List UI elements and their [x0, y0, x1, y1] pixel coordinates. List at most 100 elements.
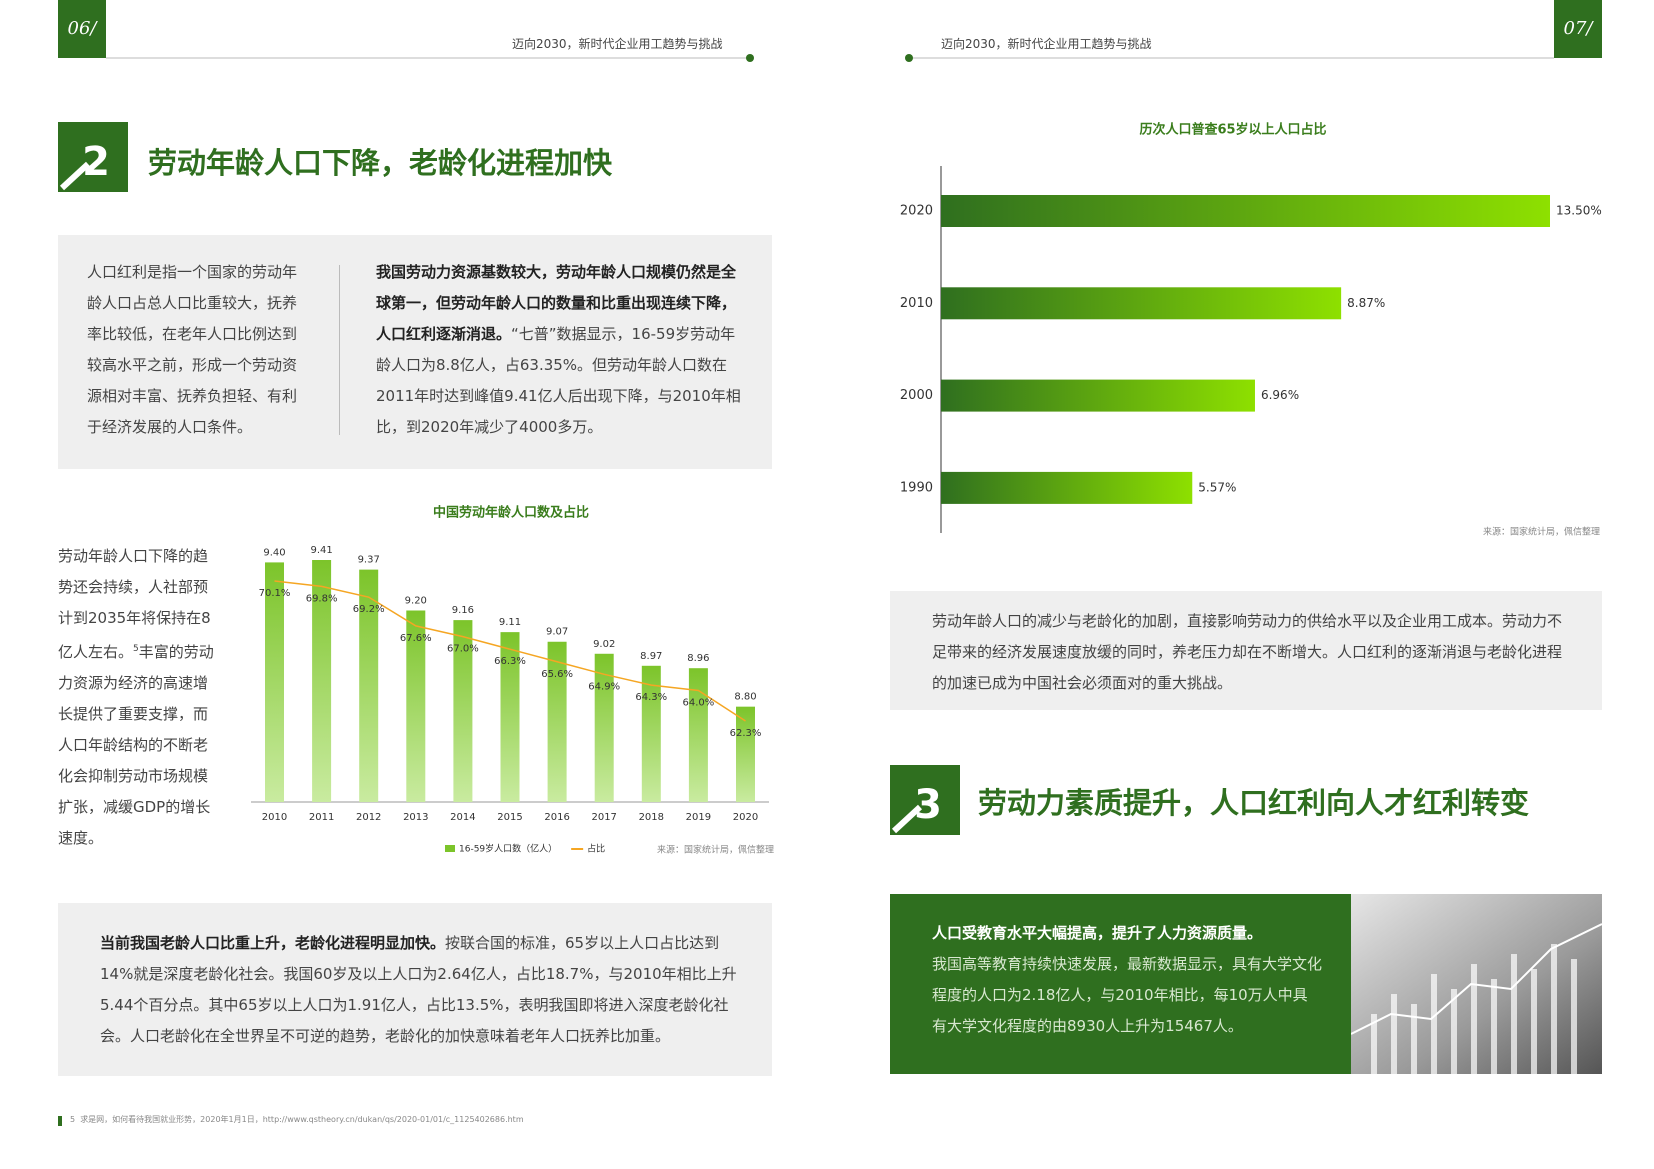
bar: [941, 195, 1550, 227]
line-value-label: 67.6%: [400, 633, 432, 644]
footnote-text: 求是网，如何看待我国就业形势，2020年1月1日，http://www.qsth…: [80, 1115, 524, 1124]
y-tick-label: 1990: [900, 480, 933, 495]
icon-stroke: [891, 804, 923, 834]
icon-stroke: [59, 161, 91, 191]
footnote-number: 5: [70, 1115, 76, 1124]
bar: [265, 562, 284, 802]
bar: [941, 471, 1193, 504]
bar-value-label: 8.96: [687, 653, 709, 664]
line-value-label: 64.0%: [683, 697, 715, 708]
x-tick-label: 2017: [591, 812, 616, 823]
bar-value-label: 8.87%: [1347, 296, 1385, 310]
bar: [688, 668, 708, 802]
highlight-box: [890, 894, 1351, 1074]
decor-image: [1351, 894, 1602, 1074]
image-line: [1351, 923, 1602, 1035]
bar: [359, 569, 379, 802]
bar-value-label: 9.16: [452, 605, 474, 616]
bar-value-label: 9.37: [358, 555, 380, 566]
page-number: 07/: [1554, 0, 1602, 58]
highlight-lead: 人口受教育水平大幅提高，提升了人力资源质量。: [932, 924, 1263, 942]
bar: [641, 665, 661, 802]
lead: 我国劳动力资源基数较大，劳动年龄人口规模仍然是全球第一，但劳动年龄人口的数量和比…: [376, 263, 737, 343]
chart-source: 来源：国家统计局，佩信整理: [1483, 526, 1600, 538]
line-value-label: 62.3%: [730, 728, 762, 739]
bar-value-label: 9.11: [499, 617, 521, 628]
header-dot: [746, 54, 754, 62]
x-tick-label: 2013: [403, 812, 428, 823]
bar: [941, 379, 1255, 412]
highlight-body: 我国高等教育持续快速发展，最新数据显示，具有大学文化程度的人口为2.18亿人，与…: [932, 955, 1323, 1035]
bar-value-label: 8.97: [640, 651, 662, 662]
bar-value-label: 13.50%: [1556, 204, 1602, 218]
x-tick-label: 2016: [544, 812, 569, 823]
section-number: 2: [82, 139, 110, 185]
footnote-mark: [58, 1116, 62, 1126]
x-tick-label: 2019: [686, 812, 711, 823]
bar-value-label: 9.20: [405, 595, 427, 606]
running-title: 迈向2030，新时代企业用工趋势与挑战: [512, 37, 723, 51]
intro-text: 我国劳动力资源基数较大，劳动年龄人口规模仍然是全球第一，但劳动年龄人口的数量和比…: [376, 257, 750, 443]
divider: [339, 265, 340, 435]
summary-box: [890, 591, 1602, 710]
line-value-label: 70.1%: [259, 588, 291, 599]
side-text-1: 劳动年龄人口下降的趋势还会持续，人社部预计到2035年将保持在8亿人左右。: [58, 547, 211, 661]
x-tick-label: 2020: [733, 812, 758, 823]
bar: [594, 653, 614, 802]
bar-value-label: 9.41: [310, 545, 332, 556]
side-text-2: 丰富的劳动力资源为经济的高速增长提供了重要支撑，而人口年龄结构的不断老化会抑制劳…: [58, 643, 214, 847]
section-title: 劳动年龄人口下降，老龄化进程加快: [148, 146, 613, 180]
x-tick-label: 2018: [639, 812, 664, 823]
aging-box: [58, 903, 772, 1076]
bar: [736, 706, 755, 802]
y-tick-label: 2000: [900, 388, 933, 403]
aging-lead: 当前我国老龄人口比重上升，老龄化进程明显加快。: [100, 934, 446, 952]
line-value-label: 67.0%: [447, 644, 479, 655]
line-value-label: 64.9%: [588, 681, 620, 692]
legend-label: 占比: [587, 843, 605, 855]
chart-title: 历次人口普查65岁以上人口占比: [1139, 122, 1326, 138]
x-tick-label: 2011: [309, 812, 334, 823]
line-value-label: 66.3%: [494, 656, 526, 667]
bar: [453, 620, 473, 802]
body: “七普”数据显示，16-59岁劳动年龄人口为8.8亿人，占63.35%。但劳动年…: [376, 325, 741, 436]
chart-title: 中国劳动年龄人口数及占比: [433, 505, 589, 521]
x-tick-label: 2015: [497, 812, 522, 823]
highlight-text: 人口受教育水平大幅提高，提升了人力资源质量。我国高等教育持续快速发展，最新数据显…: [932, 918, 1322, 1042]
chart-source: 来源：国家统计局，佩信整理: [657, 844, 774, 856]
bar: [406, 610, 426, 802]
header-dot: [905, 54, 913, 62]
bar-value-label: 5.57%: [1198, 480, 1236, 494]
image-bars: [1371, 944, 1577, 1074]
bar: [312, 560, 332, 802]
bar: [500, 632, 520, 802]
bar-value-label: 9.07: [546, 627, 568, 638]
page-number: 06/: [58, 0, 106, 58]
bar: [547, 641, 567, 802]
bar: [941, 287, 1342, 320]
aging-text: 当前我国老龄人口比重上升，老龄化进程明显加快。按联合国的标准，65岁以上人口占比…: [100, 928, 740, 1052]
x-tick-label: 2014: [450, 812, 475, 823]
line: [274, 580, 746, 722]
footnote: 5 求是网，如何看待我国就业形势，2020年1月1日，http://www.qs…: [70, 1114, 524, 1125]
line-value-label: 65.6%: [541, 669, 573, 680]
side-text: 劳动年龄人口下降的趋势还会持续，人社部预计到2035年将保持在8亿人左右。5丰富…: [58, 541, 218, 854]
bar-value-label: 8.80: [734, 692, 756, 703]
legend-swatch: [445, 845, 455, 852]
y-tick-label: 2010: [900, 296, 933, 311]
x-tick-label: 2012: [356, 812, 381, 823]
section-icon: 2: [58, 122, 128, 192]
bar-value-label: 9.40: [263, 547, 285, 558]
line-value-label: 69.2%: [353, 604, 385, 615]
aging-body: 按联合国的标准，65岁以上人口占比达到14%就是深度老龄化社会。我国60岁及以上…: [100, 934, 737, 1045]
section-title: 劳动力素质提升，人口红利向人才红利转变: [978, 786, 1530, 820]
intro-box: [58, 235, 772, 469]
y-tick-label: 2020: [900, 204, 933, 219]
definition: 人口红利是指一个国家的劳动年龄人口占总人口比重较大，抚养率比较低，在老年人口比例…: [87, 263, 298, 436]
legend-label: 16-59岁人口数（亿人）: [459, 843, 557, 855]
section-number: 3: [914, 782, 942, 828]
summary: 劳动年龄人口的减少与老龄化的加剧，直接影响劳动力的供给水平以及企业用工成本。劳动…: [932, 612, 1563, 692]
